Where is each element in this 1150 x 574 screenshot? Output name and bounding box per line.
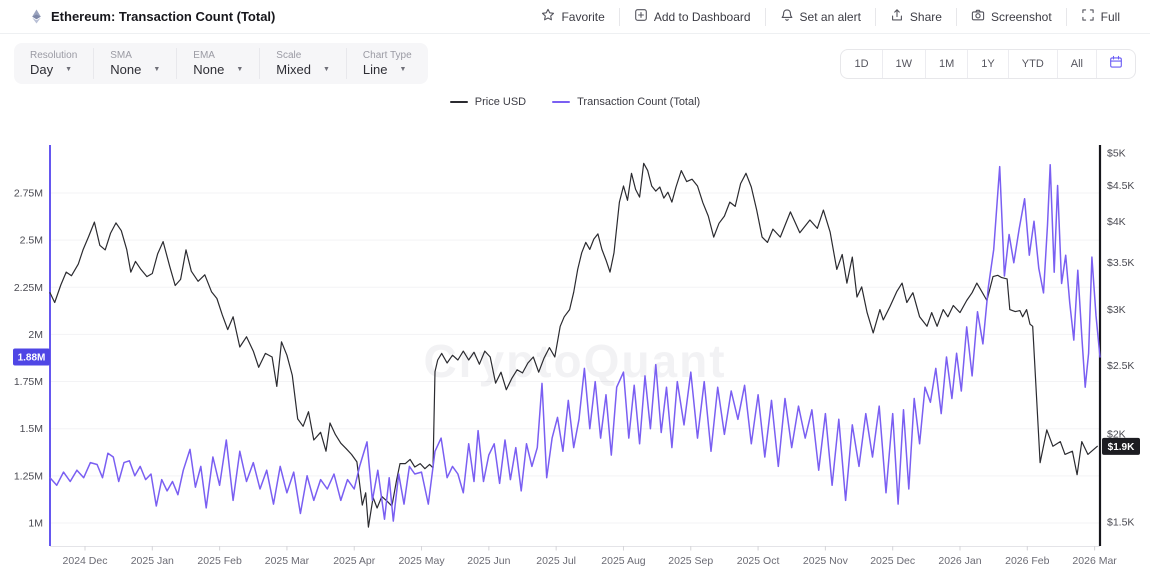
control-value: Day: [30, 62, 54, 77]
header-action-set-an-alert[interactable]: Set an alert: [764, 7, 875, 26]
control-value: Line: [362, 62, 388, 77]
left-tick-label: 1.25M: [14, 470, 43, 482]
fullscreen-icon: [1081, 8, 1095, 25]
legend-label: Price USD: [474, 96, 527, 108]
control-label: Chart Type: [362, 50, 412, 61]
tx-count-current-badge-label: 1.88M: [18, 353, 46, 364]
price-usd-line: [49, 162, 1098, 528]
x-tick-label: 2025 Feb: [197, 555, 242, 567]
transaction-count-total-line: [49, 163, 1101, 522]
star-icon: [541, 8, 555, 25]
x-tick-label: 2024 Dec: [63, 555, 108, 567]
header-actions: Favorite Add to Dashboard Set an alert Shar…: [527, 7, 1134, 26]
chart-controls: Resolution Day ▼ SMA None ▼ EMA None ▼ Scal…: [14, 43, 428, 84]
range-1w[interactable]: 1W: [881, 49, 926, 78]
chart-legend: Price USD Transaction Count (Total): [0, 96, 1150, 108]
left-tick-label: 2.25M: [14, 282, 43, 294]
control-ema[interactable]: EMA None ▼: [176, 48, 259, 79]
range-all[interactable]: All: [1056, 49, 1096, 78]
right-tick-label: $2K: [1107, 428, 1126, 440]
header-action-share[interactable]: Share: [874, 7, 956, 26]
x-tick-label: 2025 Mar: [265, 555, 310, 567]
control-chart-type[interactable]: Chart Type Line ▼: [345, 48, 428, 79]
price-current-badge-label: $1.9K: [1108, 442, 1135, 453]
x-tick-label: 2025 Jan: [131, 555, 174, 567]
control-value: Mixed: [276, 62, 311, 77]
x-tick-label: 2026 Jan: [938, 555, 981, 567]
x-tick-label: 2026 Feb: [1005, 555, 1050, 567]
price-current-badge: [1102, 437, 1140, 455]
right-tick-label: $2.5K: [1107, 360, 1134, 372]
range-1m[interactable]: 1M: [925, 49, 967, 78]
control-resolution[interactable]: Resolution Day ▼: [14, 48, 93, 79]
page-title: Ethereum: Transaction Count (Total): [51, 9, 276, 24]
header-action-favorite[interactable]: Favorite: [527, 8, 618, 26]
left-tick-label: 1.75M: [14, 376, 43, 388]
title-group: Ethereum: Transaction Count (Total): [30, 9, 275, 24]
toolbar: Resolution Day ▼ SMA None ▼ EMA None ▼ Scal…: [0, 43, 1150, 84]
x-tick-label: 2025 Aug: [601, 555, 646, 567]
header-action-screenshot[interactable]: Screenshot: [955, 7, 1066, 26]
chevron-down-icon: ▼: [236, 66, 244, 73]
calendar-icon: [1109, 55, 1123, 72]
legend-item-price-usd[interactable]: Price USD: [449, 96, 527, 108]
control-label: Resolution: [30, 50, 78, 61]
right-tick-label: $4.5K: [1107, 180, 1134, 192]
control-scale[interactable]: Scale Mixed ▼: [259, 48, 346, 79]
control-value: None: [110, 62, 142, 77]
bell-icon: [780, 8, 794, 25]
x-tick-label: 2025 Nov: [803, 555, 849, 567]
left-tick-label: 1M: [28, 517, 43, 529]
legend-item-transaction-count-total[interactable]: Transaction Count (Total): [552, 96, 700, 108]
calendar-button[interactable]: [1096, 49, 1135, 78]
control-sma[interactable]: SMA None ▼: [93, 48, 176, 79]
header: Ethereum: Transaction Count (Total) Favo…: [0, 0, 1150, 34]
right-tick-label: $4K: [1107, 216, 1126, 228]
x-tick-label: 2025 Apr: [333, 555, 376, 567]
chevron-down-icon: ▼: [153, 66, 161, 73]
tx-count-current-badge: [13, 348, 50, 366]
cryptoquant-watermark: CryptoQuant: [423, 335, 726, 387]
x-tick-label: 2026 Mar: [1072, 555, 1117, 567]
control-label: SMA: [110, 50, 132, 61]
screenshot-icon: [971, 8, 985, 25]
header-action-add-to-dashboard[interactable]: Add to Dashboard: [618, 7, 765, 26]
chevron-down-icon: ▼: [399, 66, 407, 73]
x-tick-label: 2025 Jun: [467, 555, 510, 567]
ethereum-icon: [30, 9, 43, 24]
left-tick-label: 2.5M: [20, 235, 43, 247]
add-to-dashboard-icon: [634, 8, 648, 25]
control-label: Scale: [276, 50, 302, 61]
legend-swatch: [552, 101, 571, 103]
x-tick-label: 2025 Oct: [737, 555, 780, 567]
left-tick-label: 1.5M: [20, 423, 43, 435]
right-tick-label: $1.5K: [1107, 516, 1134, 528]
control-value: None: [193, 62, 225, 77]
x-tick-label: 2025 Sep: [668, 555, 713, 567]
left-tick-label: 2M: [28, 329, 43, 341]
chevron-down-icon: ▼: [65, 66, 73, 73]
share-icon: [890, 8, 904, 25]
left-tick-label: 2.75M: [14, 188, 43, 200]
range-1d[interactable]: 1D: [841, 50, 881, 78]
chevron-down-icon: ▼: [322, 66, 330, 73]
right-tick-label: $3K: [1107, 304, 1126, 316]
legend-swatch: [449, 101, 468, 103]
timeframe-selector: 1D 1W 1M 1Y YTD All: [840, 48, 1136, 79]
range-1y[interactable]: 1Y: [967, 49, 1007, 78]
x-tick-label: 2025 May: [398, 555, 445, 567]
right-tick-label: $5K: [1107, 147, 1126, 159]
header-action-full[interactable]: Full: [1065, 7, 1134, 26]
x-tick-label: 2025 Jul: [536, 555, 576, 567]
legend-label: Transaction Count (Total): [577, 96, 701, 108]
control-label: EMA: [193, 50, 215, 61]
x-tick-label: 2025 Dec: [870, 555, 915, 567]
right-tick-label: $3.5K: [1107, 257, 1134, 269]
range-ytd[interactable]: YTD: [1007, 49, 1057, 78]
